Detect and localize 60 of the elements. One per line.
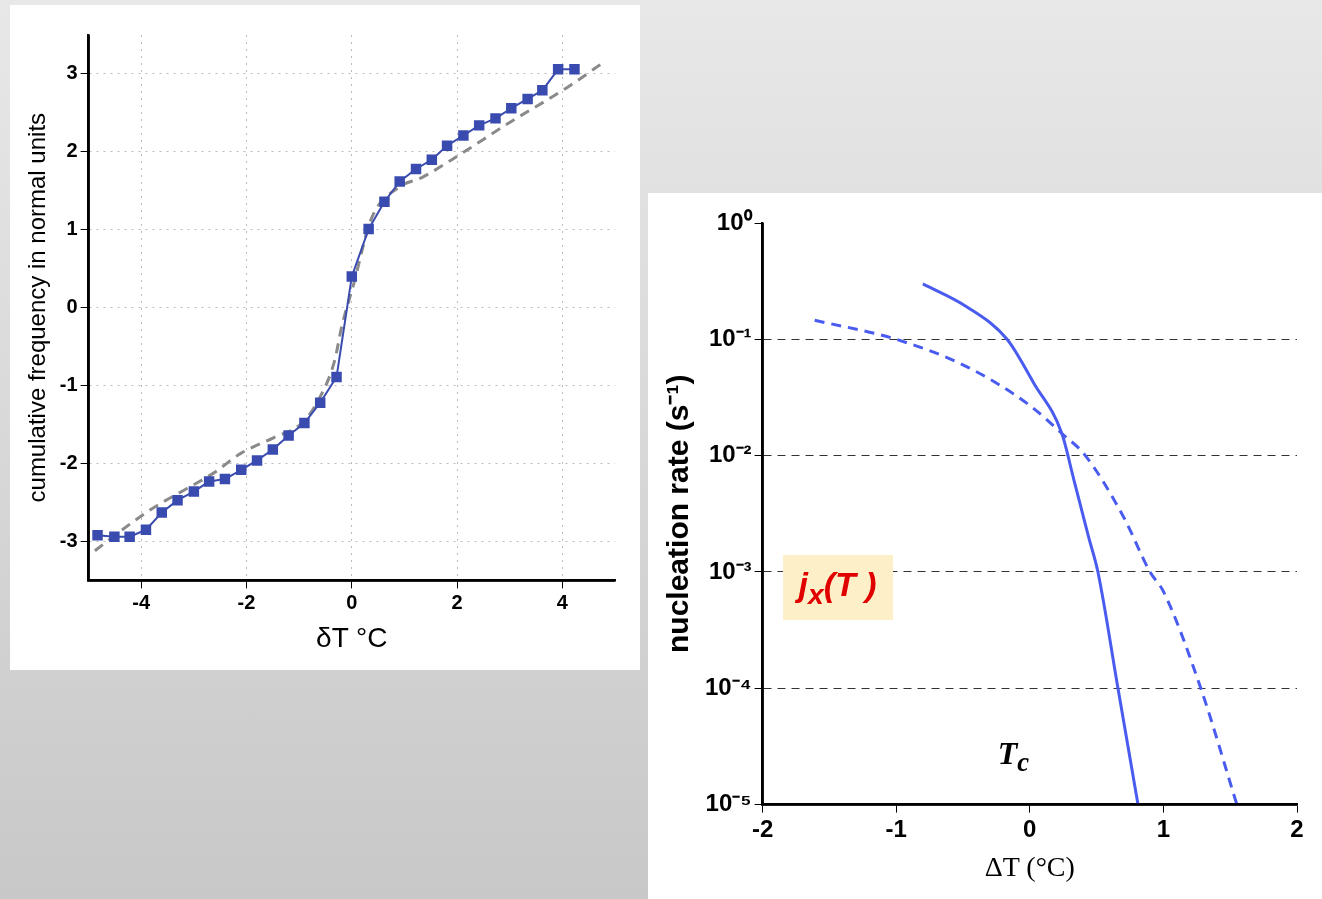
- point: [188, 486, 200, 497]
- point: [109, 531, 120, 543]
- y-tick-label: 10⁻³: [708, 556, 752, 584]
- point: [203, 476, 215, 487]
- point: [140, 524, 152, 535]
- y-tick-label: 3: [66, 61, 78, 84]
- point: [363, 223, 374, 235]
- point: [473, 120, 485, 131]
- point: [124, 531, 135, 543]
- y-tick-label: 10⁻¹: [708, 323, 752, 351]
- y-axis-title: nucleation rate (s⁻¹): [661, 374, 695, 653]
- point: [426, 154, 438, 165]
- x-tick-label: -2: [237, 590, 256, 613]
- annotation: T$_{c}$: [997, 734, 1030, 778]
- point: [236, 464, 247, 475]
- x-tick-label: -4: [132, 590, 151, 613]
- point: [458, 130, 469, 141]
- x-tick-label: 2: [451, 590, 463, 613]
- x-tick-label: 0: [346, 590, 358, 613]
- y-tick-label: 10⁰: [716, 207, 753, 235]
- point: [379, 196, 390, 207]
- x-tick-label: 4: [556, 590, 569, 613]
- point: [522, 93, 533, 105]
- y-tick-label: 0: [66, 295, 78, 318]
- x-tick-label: -1: [885, 814, 907, 842]
- point: [299, 417, 310, 429]
- annotation: j$_{x}$(T ): [782, 554, 893, 621]
- point: [267, 444, 279, 455]
- point: [219, 473, 231, 485]
- x-axis-title: ΔT (°C): [984, 850, 1075, 882]
- point: [394, 176, 405, 187]
- point: [410, 163, 422, 175]
- x-tick-label: 1: [1156, 814, 1171, 842]
- point: [331, 371, 342, 383]
- point: [569, 64, 580, 75]
- y-tick-label: 2: [66, 139, 78, 162]
- y-tick-label: 10⁻⁴: [704, 672, 752, 700]
- point: [156, 507, 167, 518]
- y-axis-title: cumulative frequency in normal units: [23, 112, 51, 503]
- point: [283, 430, 294, 441]
- point: [346, 271, 358, 282]
- point: [537, 85, 548, 96]
- point: [172, 494, 183, 506]
- x-tick-label: -2: [751, 814, 774, 842]
- point: [314, 397, 326, 408]
- point: [251, 455, 263, 466]
- y-tick-label: 10⁻⁵: [705, 789, 752, 817]
- x-axis-title: δT °C: [316, 621, 388, 653]
- y-tick-label: 1: [66, 217, 78, 240]
- point: [441, 140, 453, 151]
- y-tick-label: 10⁻²: [708, 440, 752, 468]
- y-tick-label: -2: [59, 451, 78, 474]
- point: [552, 64, 564, 75]
- x-tick-label: 2: [1290, 814, 1304, 842]
- point: [92, 529, 103, 541]
- y-tick-label: -1: [59, 373, 78, 396]
- point: [490, 113, 501, 124]
- y-tick-label: -3: [59, 528, 78, 551]
- point: [506, 103, 517, 114]
- x-tick-label: 0: [1023, 814, 1037, 842]
